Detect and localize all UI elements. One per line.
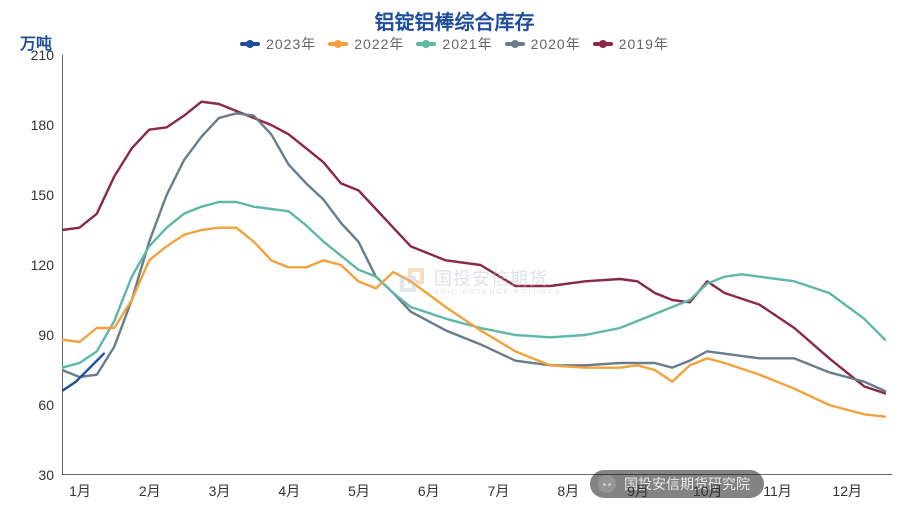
x-tick-label: 11月 xyxy=(763,481,792,501)
x-tick-label: 12月 xyxy=(832,481,862,501)
x-tick-label: 9月 xyxy=(627,481,649,501)
y-tick-label: 180 xyxy=(24,117,54,133)
y-tick-label: 120 xyxy=(24,257,54,273)
legend-label: 2023年 xyxy=(266,34,316,54)
y-tick-label: 60 xyxy=(24,397,54,413)
x-tick-label: 8月 xyxy=(557,481,579,501)
legend-label: 2021年 xyxy=(442,34,492,54)
legend-item: 2022年 xyxy=(328,34,404,54)
watermark-text-en: SDIC ESSENCE FUTURES xyxy=(434,289,561,296)
x-tick-label: 2月 xyxy=(139,481,161,501)
legend-item: 2021年 xyxy=(416,34,492,54)
legend: 2023年 2022年 2021年 2020年 2019年 xyxy=(0,33,909,54)
legend-swatch-icon xyxy=(328,42,348,46)
legend-swatch-icon xyxy=(240,42,260,46)
chart-title: 铝锭铝棒综合库存 xyxy=(0,6,909,35)
watermark-logo-icon xyxy=(400,268,426,294)
footer-badge: 国投安信期货研究院 xyxy=(590,470,764,498)
x-tick-label: 7月 xyxy=(488,481,510,501)
chart-container: 铝锭铝棒综合库存 万吨 2023年2022年2021年2020年2019年 国投… xyxy=(0,0,909,517)
legend-swatch-icon xyxy=(593,42,613,46)
legend-swatch-icon xyxy=(416,42,436,46)
legend-swatch-icon xyxy=(505,42,525,46)
y-tick-label: 150 xyxy=(24,187,54,203)
watermark: 国投安信期货 SDIC ESSENCE FUTURES xyxy=(400,265,561,296)
legend-item: 2020年 xyxy=(505,34,581,54)
legend-item: 2023年 xyxy=(240,34,316,54)
badge-dots-icon xyxy=(598,475,616,493)
x-tick-label: 6月 xyxy=(418,481,440,501)
legend-label: 2019年 xyxy=(619,34,669,54)
x-tick-label: 3月 xyxy=(209,481,231,501)
x-tick-label: 5月 xyxy=(348,481,370,501)
y-tick-label: 210 xyxy=(24,47,54,63)
watermark-text-cn: 国投安信期货 xyxy=(434,265,561,291)
x-tick-label: 4月 xyxy=(278,481,300,501)
y-tick-label: 90 xyxy=(24,327,54,343)
x-tick-label: 10月 xyxy=(693,481,723,501)
legend-label: 2020年 xyxy=(531,34,581,54)
legend-label: 2022年 xyxy=(354,34,404,54)
x-tick-label: 1月 xyxy=(69,481,91,501)
legend-item: 2019年 xyxy=(593,34,669,54)
y-tick-label: 30 xyxy=(24,467,54,483)
